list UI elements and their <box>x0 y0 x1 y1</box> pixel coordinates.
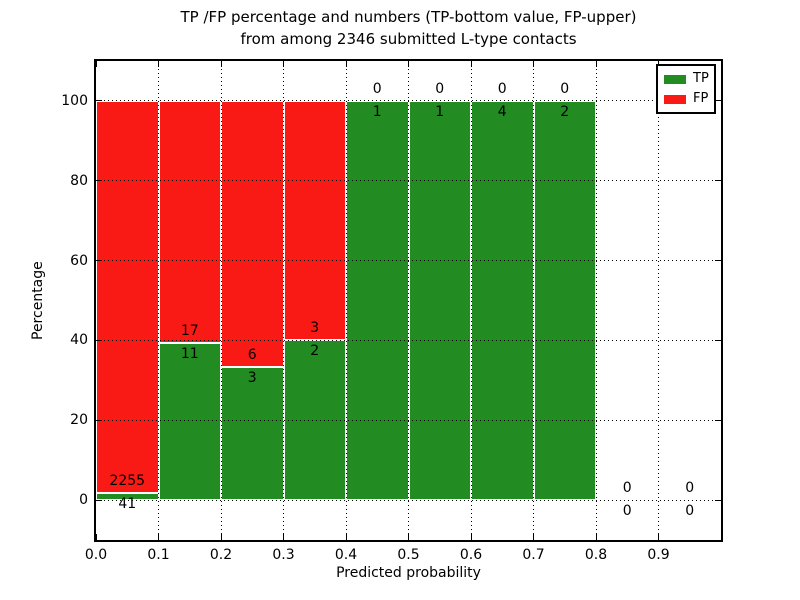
bar-segment-fp <box>96 100 159 493</box>
x-tick-mark <box>220 61 222 67</box>
x-tick-mark <box>470 61 472 67</box>
bar-label-fp: 0 <box>622 480 632 497</box>
bar-label-tp: 1 <box>435 103 445 120</box>
x-tick-mark <box>345 61 347 67</box>
y-tick-mark <box>96 499 102 501</box>
gridline-vertical <box>658 61 659 540</box>
bar-label-fp: 3 <box>310 320 320 337</box>
gridline-vertical <box>533 61 534 540</box>
chart-title: TP /FP percentage and numbers (TP-bottom… <box>96 6 721 50</box>
bar-label-fp: 0 <box>497 80 507 97</box>
y-tick-mark <box>715 499 721 501</box>
bar-label-tp: 0 <box>622 503 632 520</box>
legend-tp-swatch <box>664 74 686 84</box>
gridline-vertical <box>158 61 159 540</box>
chart-title-line2: from among 2346 submitted L-type contact… <box>240 30 577 48</box>
x-tick-mark <box>95 61 97 67</box>
bar-label-tp: 11 <box>180 346 199 363</box>
legend-entry-tp: TP <box>658 69 714 89</box>
gridline-vertical <box>283 61 284 540</box>
bar-segment-fp <box>221 100 284 368</box>
y-tick-label: 100 <box>61 92 88 109</box>
x-tick-label: 0.5 <box>397 547 420 563</box>
bar-label-fp: 0 <box>435 80 445 97</box>
x-tick-label: 0.2 <box>209 547 233 563</box>
bar-label-fp: 0 <box>372 80 382 97</box>
x-tick-label: 0.1 <box>147 547 170 563</box>
bar-label-tp: 3 <box>247 370 257 387</box>
x-axis-label: Predicted probability <box>336 565 481 581</box>
x-tick-mark <box>220 534 222 540</box>
y-tick-label: 40 <box>70 332 88 349</box>
bar-segment-tp <box>158 343 221 501</box>
bar-label-tp: 41 <box>118 495 137 512</box>
x-tick-mark <box>408 61 409 67</box>
bar-label-fp: 2255 <box>109 472 146 489</box>
x-tick-mark <box>283 61 284 67</box>
y-tick-mark <box>96 180 102 182</box>
x-tick-mark <box>470 534 472 540</box>
x-tick-mark <box>658 534 659 540</box>
y-tick-mark <box>715 100 721 102</box>
bar-segment-tp <box>346 100 409 501</box>
x-tick-label: 0.8 <box>584 547 608 563</box>
bar-label-tp: 1 <box>372 103 382 120</box>
bar-label-tp: 4 <box>497 103 507 120</box>
y-tick-mark <box>96 339 102 341</box>
bar-label-fp: 17 <box>180 323 199 340</box>
y-tick-mark <box>715 180 721 182</box>
y-tick-label: 80 <box>70 172 88 189</box>
bar-segment-tp <box>221 367 284 501</box>
x-tick-mark <box>158 534 159 540</box>
bar-label-fp: 0 <box>685 480 695 497</box>
bar-label-fp: 0 <box>560 80 570 97</box>
legend-entry-fp: FP <box>658 89 714 109</box>
y-tick-mark <box>96 100 102 102</box>
y-tick-mark <box>715 339 721 341</box>
chart-title-line1: TP /FP percentage and numbers (TP-bottom… <box>180 8 637 26</box>
y-tick-mark <box>715 260 721 262</box>
legend-tp-label: TP <box>693 71 709 86</box>
bar-segment-tp <box>471 100 534 501</box>
gridline-vertical <box>470 61 472 540</box>
x-tick-label: 0.0 <box>84 547 108 563</box>
y-tick-label: 60 <box>70 252 88 269</box>
x-tick-mark <box>533 61 534 67</box>
gridline-vertical <box>595 61 597 540</box>
x-tick-mark <box>345 534 347 540</box>
x-tick-mark <box>595 534 597 540</box>
legend-fp-swatch <box>664 94 686 104</box>
bar-label-tp: 2 <box>310 343 320 360</box>
y-tick-mark <box>715 419 721 421</box>
x-tick-mark <box>533 534 534 540</box>
y-tick-mark <box>96 419 102 421</box>
legend-fp-label: FP <box>693 91 709 106</box>
y-tick-label: 0 <box>79 492 88 509</box>
x-tick-label: 0.9 <box>647 547 670 563</box>
bar-label-fp: 6 <box>247 347 257 364</box>
x-tick-mark <box>95 534 97 540</box>
x-tick-label: 0.3 <box>272 547 295 563</box>
bar-segment-tp <box>533 100 596 501</box>
bar-label-tp: 2 <box>560 103 570 120</box>
gridline-vertical <box>408 61 409 540</box>
bar-segment-tp <box>408 100 471 501</box>
gridline-vertical <box>220 61 222 540</box>
bar-segment-fp <box>283 100 346 341</box>
y-tick-mark <box>96 260 102 262</box>
x-tick-label: 0.6 <box>459 547 483 563</box>
x-tick-mark <box>408 534 409 540</box>
bar-label-tp: 0 <box>685 503 695 520</box>
x-tick-label: 0.4 <box>334 547 358 563</box>
legend: TP FP <box>656 64 716 114</box>
x-tick-mark <box>158 61 159 67</box>
x-tick-label: 0.7 <box>522 547 545 563</box>
y-tick-label: 20 <box>70 412 88 429</box>
x-tick-mark <box>595 61 597 67</box>
bar-segment-fp <box>158 100 221 344</box>
gridline-vertical <box>345 61 347 540</box>
x-tick-mark <box>283 534 284 540</box>
